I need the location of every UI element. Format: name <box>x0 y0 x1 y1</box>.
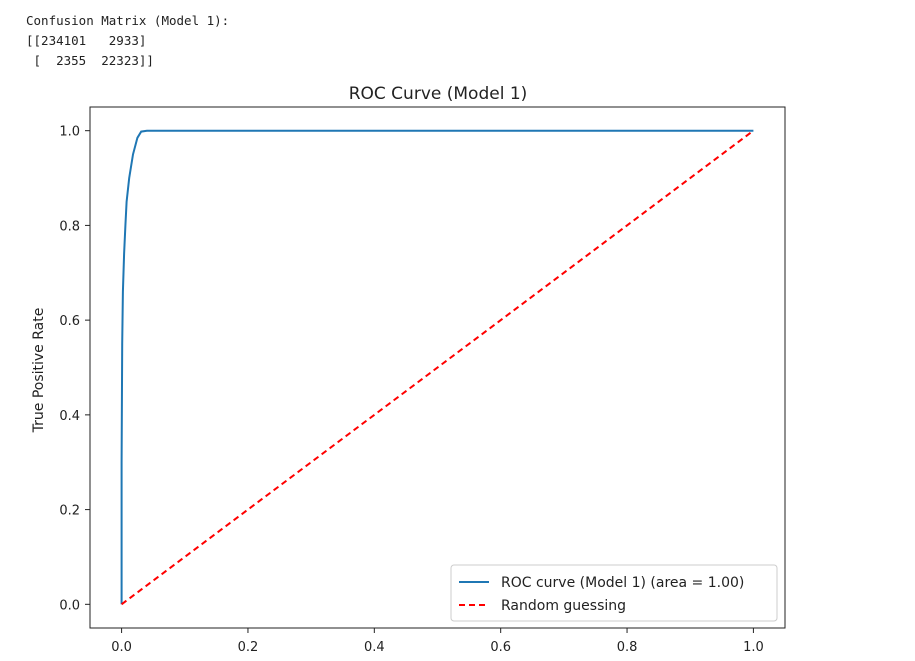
confusion-matrix-output: Confusion Matrix (Model 1): [[234101 293… <box>26 11 229 71</box>
y-tick-label: 0.6 <box>59 314 80 329</box>
series-line-roc <box>120 129 754 605</box>
legend-label-roc: ROC curve (Model 1) (area = 1.00) <box>501 575 744 591</box>
console-line: [[234101 2933] <box>26 33 147 48</box>
x-tick-label: 1.0 <box>743 640 764 655</box>
y-tick-label: 0.0 <box>59 598 80 613</box>
x-tick-label: 0.4 <box>364 640 385 655</box>
y-tick-label: 0.8 <box>59 219 80 234</box>
y-tick-label: 0.4 <box>59 409 80 424</box>
y-tick-label: 1.0 <box>59 125 80 140</box>
x-tick-label: 0.8 <box>617 640 638 655</box>
plot-area <box>120 129 754 606</box>
x-tick-label: 0.6 <box>490 640 511 655</box>
legend-label-random: Random guessing <box>501 598 626 614</box>
x-tick-label: 0.0 <box>111 640 132 655</box>
y-axis-label: True Positive Rate <box>31 308 47 434</box>
plot-frame <box>89 106 786 629</box>
x-tick-label: 0.2 <box>238 640 259 655</box>
y-tick-label: 0.2 <box>59 504 80 519</box>
legend: ROC curve (Model 1) (area = 1.00) Random… <box>450 564 778 622</box>
axis-ticks: 0.0 0.2 0.4 0.6 0.8 1.0 0.0 0.2 0.4 0.6 0.8 1.0 <box>59 125 763 655</box>
series-line-random <box>121 129 754 606</box>
chart-title: ROC Curve (Model 1) <box>349 84 528 104</box>
console-line: Confusion Matrix (Model 1): <box>26 13 230 28</box>
legend-box <box>450 564 778 622</box>
console-line: [ 2355 22323]] <box>26 53 154 68</box>
